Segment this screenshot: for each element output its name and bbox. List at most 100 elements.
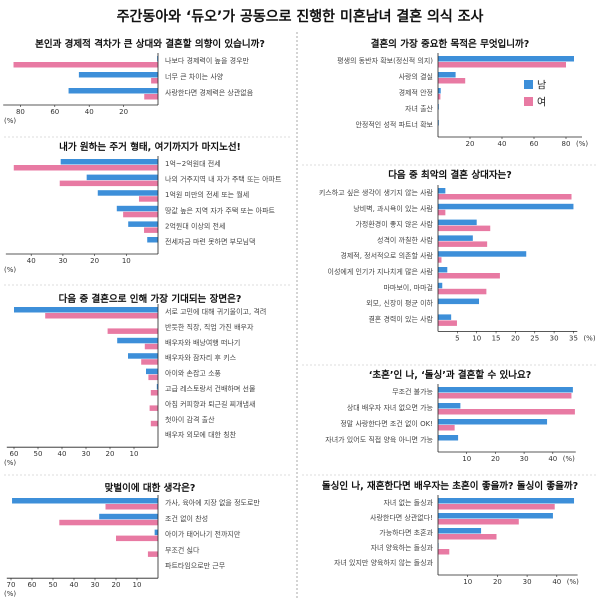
bar-female	[45, 313, 159, 319]
bar-male	[438, 267, 448, 273]
tick-label: 15	[492, 334, 501, 342]
bar-male	[147, 237, 158, 243]
bar-female	[438, 225, 491, 232]
category-label: 성격이 까칠한 사람	[377, 235, 434, 244]
bar-female	[438, 409, 575, 415]
bar-female	[438, 519, 519, 525]
category-label: 사랑한다면 경제력은 상관없음	[165, 88, 254, 97]
category-label: 무조건 불가능	[392, 387, 433, 396]
bar-female	[148, 374, 158, 381]
tick-label: 20	[119, 108, 128, 116]
charts-group: 본인과 경제적 격차가 큰 상대와 결혼할 의향이 있습니까? 나보다 경제력이 …	[3, 38, 596, 598]
category-label: 정말 사랑한다면 조건 없이 OK!	[340, 419, 433, 428]
tick-label: 50	[49, 581, 58, 589]
bar-male	[86, 174, 158, 181]
category-label: 조건 없이 찬성	[165, 514, 208, 523]
bar-female	[144, 94, 158, 100]
bar-female	[438, 94, 441, 100]
tick-label: 10	[122, 257, 131, 265]
category-label: 사랑의 결실	[399, 72, 433, 81]
bar-male	[438, 235, 473, 241]
tick-label: 20	[106, 450, 115, 458]
tick-label: 20	[491, 455, 500, 463]
bar-male	[438, 528, 482, 534]
chart-title: 돌싱인 나, 재혼한다면 배우자는 초혼이 좋을까? 돌싱이 좋을까?	[322, 480, 578, 492]
bar-male	[97, 190, 158, 196]
tick-label: 40	[58, 450, 67, 458]
category-label: 전세자금 마련 못하면 부모님댁	[165, 237, 255, 246]
unit-label: (%)	[576, 140, 588, 148]
bar-female	[438, 425, 455, 431]
bar-female	[438, 62, 566, 68]
bar-male	[438, 314, 452, 320]
category-label: 반듯한 직장, 직업 가진 배우자	[165, 322, 254, 331]
tick-label: 10	[463, 578, 472, 586]
bar-female	[141, 359, 158, 365]
chart-6: 다음 중 최악의 결혼 상대자는? 키스하고 싶은 생각이 생기지 않는 사람낭비…	[319, 169, 596, 342]
bar-male	[156, 384, 158, 390]
chart-title: 맞벌이에 대한 생각은?	[105, 482, 196, 494]
bar-female	[438, 320, 457, 326]
chart-title: 다음 중 결혼으로 인해 가장 기대되는 장면은?	[59, 293, 242, 305]
legend-swatch-male	[524, 80, 533, 89]
tick-label: 30	[520, 455, 529, 463]
category-label: 1억원 미만의 전세 또는 월세	[165, 190, 249, 199]
tick-label: 60	[10, 450, 19, 458]
category-label: 이성에게 인기가 지나치게 많은 사람	[328, 267, 434, 276]
bar-male	[438, 298, 480, 305]
tick-label: 5	[455, 334, 459, 342]
tick-label: 20	[493, 578, 502, 586]
unit-label: (%)	[567, 578, 579, 586]
category-label: 자녀 있지만 양육하지 않는 돌싱과	[334, 558, 434, 567]
legend-label-male: 남	[537, 80, 546, 92]
bar-male	[438, 88, 441, 94]
legend: 남여	[524, 80, 546, 109]
chart-3: 다음 중 결혼으로 인해 가장 기대되는 장면은? 서로 고민에 대해 귀기울이고…	[4, 293, 266, 467]
bar-female	[123, 211, 158, 218]
bar-female	[105, 504, 158, 510]
bar-female	[438, 78, 466, 84]
bar-female	[149, 405, 158, 411]
category-label: 2억원대 이상의 전세	[165, 221, 225, 230]
unit-label: (%)	[563, 455, 575, 463]
category-label: 배우자와 배낭여행 떠나기	[165, 338, 240, 347]
bar-female	[438, 257, 442, 263]
category-label: 마마보이, 마마걸	[383, 283, 433, 292]
bar-male	[14, 307, 158, 313]
tick-label: 60	[28, 581, 37, 589]
tick-label: 30	[91, 581, 100, 589]
tick-label: 10	[133, 581, 142, 589]
tick-label: 40	[70, 581, 79, 589]
bar-male	[128, 353, 158, 359]
bar-male	[438, 251, 527, 257]
category-label: 나보다 경제력이 높을 경우만	[165, 56, 250, 65]
bar-male	[157, 56, 158, 62]
bar-female	[150, 420, 158, 427]
bar-male	[438, 282, 443, 289]
bar-female	[147, 551, 158, 557]
bar-female	[138, 196, 158, 202]
tick-label: 20	[90, 257, 99, 265]
category-label: 경제적 안정	[399, 88, 433, 97]
unit-label: (%)	[4, 590, 16, 598]
bar-male	[68, 88, 158, 94]
tick-label: 10	[130, 450, 139, 458]
legend-label-female: 여	[537, 97, 546, 109]
bar-male	[438, 56, 574, 62]
bar-male	[438, 203, 574, 210]
category-label: 자녀 없는 돌싱과	[383, 498, 433, 507]
category-label: 사랑한다면 상관없다!	[370, 513, 433, 522]
tick-label: 70	[7, 581, 16, 589]
tick-label: 40	[85, 108, 94, 116]
bar-female	[438, 194, 572, 200]
bar-male	[438, 387, 573, 393]
tick-label: 30	[550, 334, 559, 342]
bar-male	[128, 221, 158, 227]
bar-female	[144, 227, 158, 233]
bar-female	[438, 393, 572, 399]
category-label: 상대 배우자 자녀 없으면 가능	[347, 403, 434, 412]
